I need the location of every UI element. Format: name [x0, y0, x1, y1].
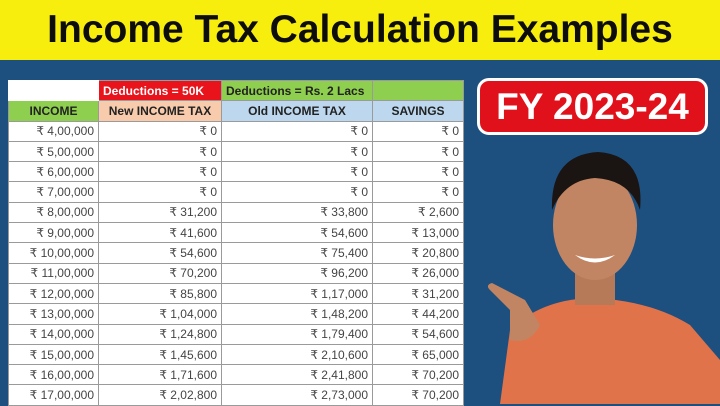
empty-green-cell — [372, 79, 464, 102]
old-tax-cell: ₹ 0 — [221, 181, 373, 203]
old-tax-cell: ₹ 1,17,000 — [221, 282, 373, 305]
old-tax-cell: ₹ 0 — [221, 161, 373, 183]
income-cell: ₹ 9,00,000 — [8, 222, 99, 244]
savings-cell: ₹ 0 — [372, 161, 464, 183]
table-row: ₹ 11,00,000 ₹ 70,200 ₹ 96,200 ₹ 26,000 — [8, 262, 464, 284]
table-row: ₹ 4,00,000 ₹ 0 ₹ 0 ₹ 0 — [8, 120, 464, 142]
income-cell: ₹ 12,00,000 — [8, 282, 99, 305]
income-cell: ₹ 7,00,000 — [8, 181, 99, 203]
income-cell: ₹ 10,00,000 — [8, 242, 99, 264]
smile — [575, 255, 615, 263]
new-tax-cell: ₹ 1,24,800 — [98, 323, 222, 345]
old-tax-cell: ₹ 0 — [221, 120, 373, 142]
page-title: Income Tax Calculation Examples — [0, 0, 720, 60]
income-cell: ₹ 17,00,000 — [8, 384, 99, 406]
new-tax-cell: ₹ 1,71,600 — [98, 364, 222, 386]
income-cell: ₹ 6,00,000 — [8, 161, 99, 183]
old-tax-cell: ₹ 1,48,200 — [221, 303, 373, 325]
income-cell: ₹ 16,00,000 — [8, 364, 99, 386]
column-header-old-tax: Old INCOME TAX — [221, 100, 373, 122]
old-deductions-header: Deductions = Rs. 2 Lacs — [221, 79, 373, 102]
old-tax-cell: ₹ 2,10,600 — [221, 343, 373, 366]
savings-cell: ₹ 26,000 — [372, 262, 464, 284]
face — [553, 170, 637, 280]
table-row: ₹ 6,00,000 ₹ 0 ₹ 0 ₹ 0 — [8, 161, 464, 183]
new-tax-cell: ₹ 1,04,000 — [98, 303, 222, 325]
table-row: ₹ 12,00,000 ₹ 85,800 ₹ 1,17,000 ₹ 31,200 — [8, 282, 464, 305]
income-cell: ₹ 8,00,000 — [8, 201, 99, 224]
income-cell: ₹ 4,00,000 — [8, 120, 99, 142]
income-cell: ₹ 11,00,000 — [8, 262, 99, 284]
empty-cell — [8, 79, 99, 102]
fiscal-year-badge: FY 2023-24 — [477, 78, 708, 135]
new-tax-cell: ₹ 0 — [98, 181, 222, 203]
table-row: ₹ 7,00,000 ₹ 0 ₹ 0 ₹ 0 — [8, 181, 464, 203]
presenter-photo — [487, 152, 720, 404]
new-tax-cell: ₹ 31,200 — [98, 201, 222, 224]
shirt — [500, 298, 720, 404]
new-tax-cell: ₹ 85,800 — [98, 282, 222, 305]
savings-cell: ₹ 0 — [372, 120, 464, 142]
old-tax-cell: ₹ 33,800 — [221, 201, 373, 224]
table-row: ₹ 16,00,000 ₹ 1,71,600 ₹ 2,41,800 ₹ 70,200 — [8, 364, 464, 386]
table-row: ₹ 5,00,000 ₹ 0 ₹ 0 ₹ 0 — [8, 140, 464, 163]
new-tax-cell: ₹ 54,600 — [98, 242, 222, 264]
table-row: ₹ 9,00,000 ₹ 41,600 ₹ 54,600 ₹ 13,000 — [8, 222, 464, 244]
old-tax-cell: ₹ 1,79,400 — [221, 323, 373, 345]
income-cell: ₹ 13,00,000 — [8, 303, 99, 325]
old-tax-cell: ₹ 0 — [221, 140, 373, 163]
table-row: ₹ 17,00,000 ₹ 2,02,800 ₹ 2,73,000 ₹ 70,200 — [8, 384, 464, 406]
old-tax-cell: ₹ 96,200 — [221, 262, 373, 284]
savings-cell: ₹ 13,000 — [372, 222, 464, 244]
income-cell: ₹ 15,00,000 — [8, 343, 99, 366]
column-header-row: INCOME New INCOME TAX Old INCOME TAX SAV… — [8, 100, 464, 122]
table-row: ₹ 14,00,000 ₹ 1,24,800 ₹ 1,79,400 ₹ 54,600 — [8, 323, 464, 345]
column-header-income: INCOME — [8, 100, 99, 122]
table-row: ₹ 10,00,000 ₹ 54,600 ₹ 75,400 ₹ 20,800 — [8, 242, 464, 264]
income-cell: ₹ 14,00,000 — [8, 323, 99, 345]
savings-cell: ₹ 31,200 — [372, 282, 464, 305]
new-tax-cell: ₹ 2,02,800 — [98, 384, 222, 406]
savings-cell: ₹ 70,200 — [372, 384, 464, 406]
column-header-savings: SAVINGS — [372, 100, 464, 122]
new-tax-cell: ₹ 0 — [98, 140, 222, 163]
savings-cell: ₹ 54,600 — [372, 323, 464, 345]
new-deductions-header: Deductions = 50K — [98, 79, 222, 102]
income-cell: ₹ 5,00,000 — [8, 140, 99, 163]
table-row: ₹ 8,00,000 ₹ 31,200 ₹ 33,800 ₹ 2,600 — [8, 201, 464, 224]
savings-cell: ₹ 70,200 — [372, 364, 464, 386]
old-tax-cell: ₹ 54,600 — [221, 222, 373, 244]
savings-cell: ₹ 20,800 — [372, 242, 464, 264]
group-header-row: Deductions = 50K Deductions = Rs. 2 Lacs — [8, 79, 464, 102]
old-tax-cell: ₹ 75,400 — [221, 242, 373, 264]
column-header-new-tax: New INCOME TAX — [98, 100, 222, 122]
savings-cell: ₹ 44,200 — [372, 303, 464, 325]
old-tax-cell: ₹ 2,73,000 — [221, 384, 373, 406]
table-row: ₹ 15,00,000 ₹ 1,45,600 ₹ 2,10,600 ₹ 65,000 — [8, 343, 464, 366]
new-tax-cell: ₹ 0 — [98, 161, 222, 183]
savings-cell: ₹ 0 — [372, 181, 464, 203]
savings-cell: ₹ 0 — [372, 140, 464, 163]
new-tax-cell: ₹ 70,200 — [98, 262, 222, 284]
savings-cell: ₹ 2,600 — [372, 201, 464, 224]
hair — [551, 152, 641, 210]
new-tax-cell: ₹ 0 — [98, 120, 222, 142]
new-tax-cell: ₹ 1,45,600 — [98, 343, 222, 366]
savings-cell: ₹ 65,000 — [372, 343, 464, 366]
pointing-hand — [487, 283, 540, 341]
tax-table: Deductions = 50K Deductions = Rs. 2 Lacs… — [8, 79, 464, 406]
old-tax-cell: ₹ 2,41,800 — [221, 364, 373, 386]
table-row: ₹ 13,00,000 ₹ 1,04,000 ₹ 1,48,200 ₹ 44,200 — [8, 303, 464, 325]
new-tax-cell: ₹ 41,600 — [98, 222, 222, 244]
